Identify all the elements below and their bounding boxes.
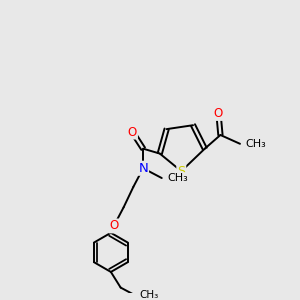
Text: N: N xyxy=(138,162,148,175)
Text: CH₃: CH₃ xyxy=(246,139,267,149)
Text: CH₃: CH₃ xyxy=(168,173,188,183)
Text: O: O xyxy=(214,107,223,120)
Text: CH₃: CH₃ xyxy=(139,290,158,300)
Text: S: S xyxy=(177,165,185,178)
Text: O: O xyxy=(128,126,137,139)
Text: O: O xyxy=(109,220,119,232)
